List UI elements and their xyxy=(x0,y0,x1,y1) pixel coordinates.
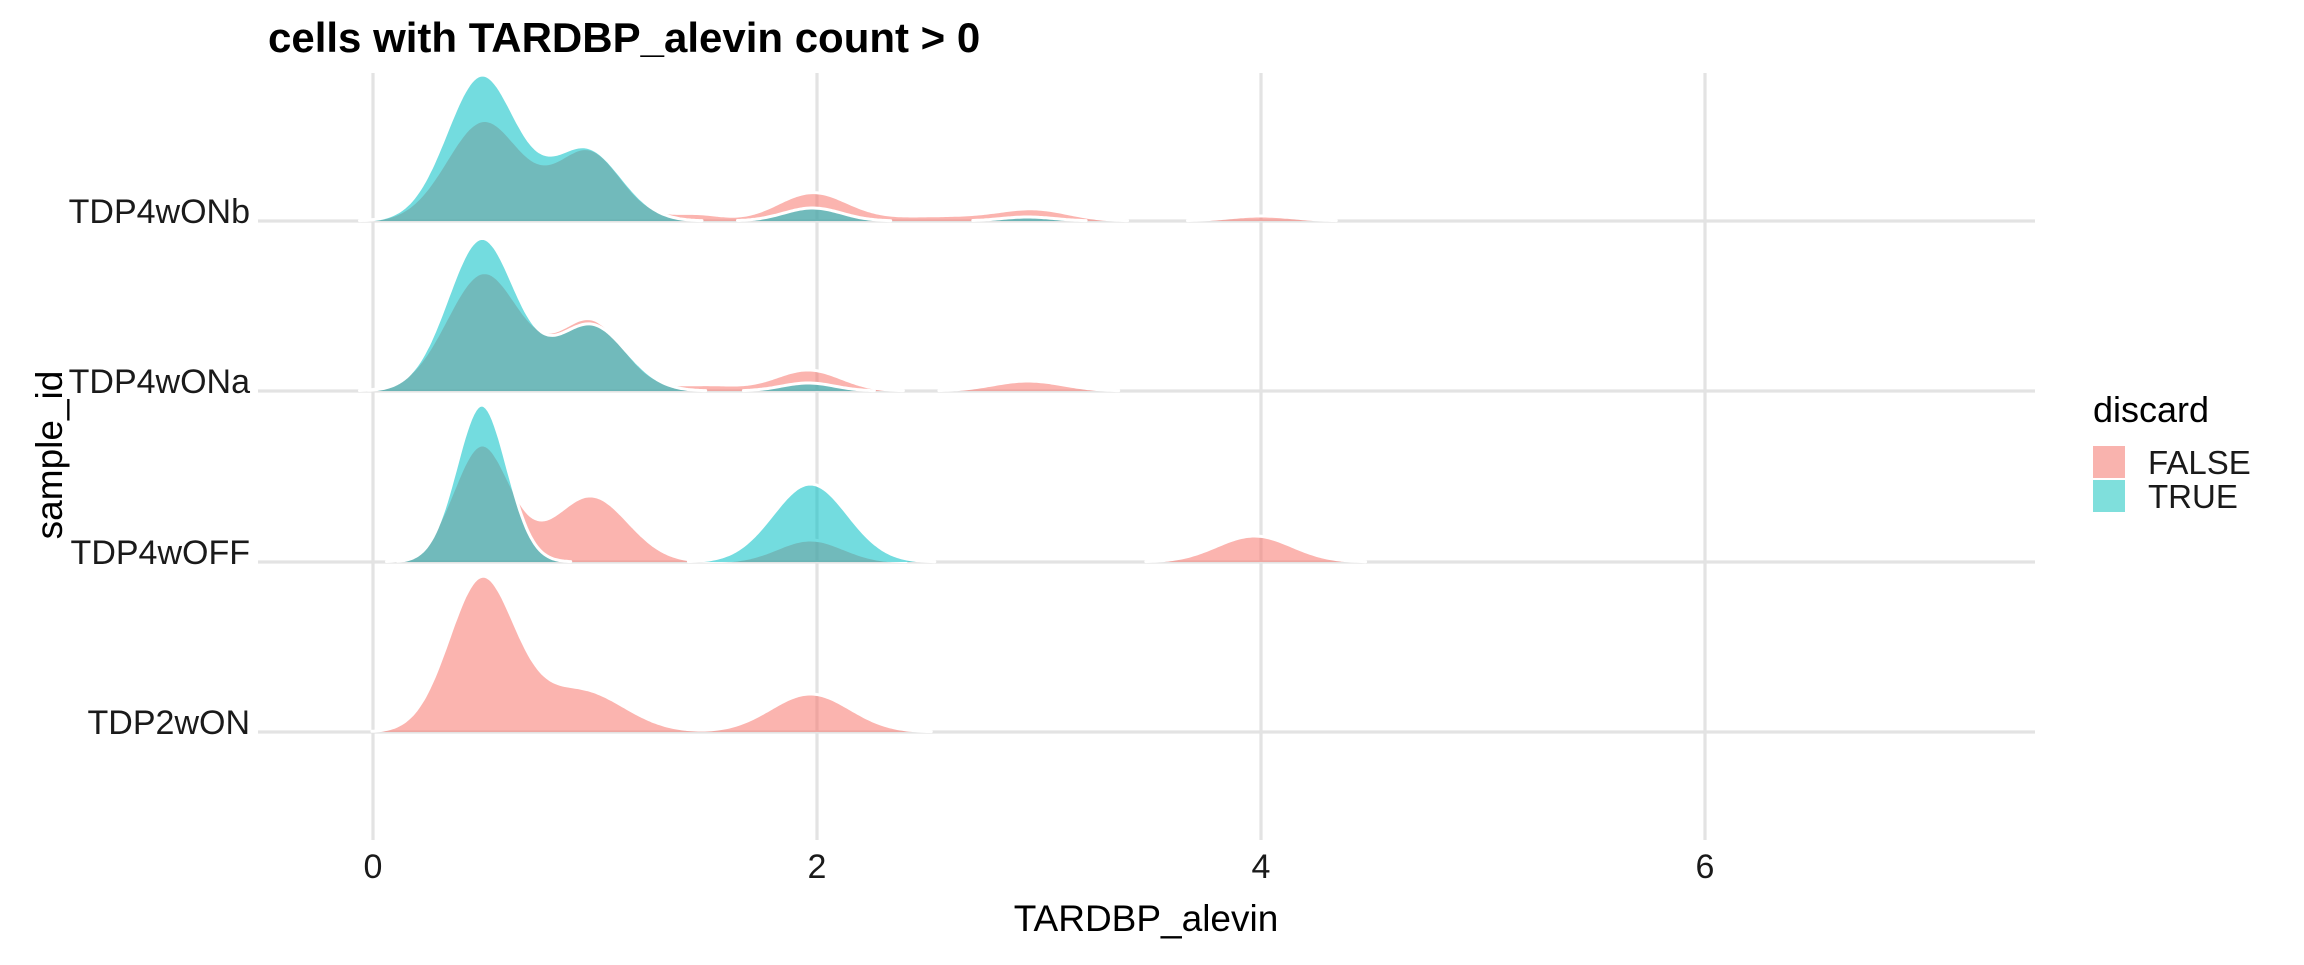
density-outline-TDP4wONa-FALSE xyxy=(937,379,1121,393)
category-label-tdp4woff: TDP4wOFF xyxy=(71,534,250,572)
plot-title: cells with TARDBP_alevin count > 0 xyxy=(268,14,980,61)
density-fill-TDP2wON-FALSE xyxy=(371,576,932,732)
density-fill-TDP4wOFF-FALSE xyxy=(1145,536,1366,562)
y-axis-title: sample_id xyxy=(29,371,70,540)
density-outline-TDP4wONb-TRUE xyxy=(736,206,893,223)
density-outline-TDP4wONa-TRUE xyxy=(741,381,876,393)
density-outline-TDP2wON-FALSE xyxy=(370,574,933,734)
legend-label-false: FALSE xyxy=(2148,444,2251,481)
density-fill-TDP4wONb-TRUE xyxy=(737,208,891,221)
density-ridges xyxy=(358,73,1368,734)
x-tick-label-4: 4 xyxy=(1252,848,1271,886)
legend-label-true: TRUE xyxy=(2148,478,2238,515)
x-tick-label-6: 6 xyxy=(1696,848,1715,886)
legend-title: discard xyxy=(2093,389,2209,430)
density-outline-TDP4wONa-TRUE xyxy=(366,236,708,393)
density-outline-TDP4wONb-FALSE xyxy=(1186,214,1338,223)
density-outline-TDP4wONb-TRUE xyxy=(363,73,704,223)
category-label-tdp4wonb: TDP4wONb xyxy=(69,193,250,231)
legend-swatch-false xyxy=(2093,446,2125,478)
x-tick-label-0: 0 xyxy=(364,848,383,886)
x-tick-label-2: 2 xyxy=(808,848,827,886)
legend: discard FALSE TRUE xyxy=(2093,389,2251,515)
density-outline-TDP4wONb-TRUE xyxy=(971,215,1088,223)
density-fill-TDP4wONa-TRUE xyxy=(743,383,875,391)
density-outline-TDP4wOFF-TRUE xyxy=(686,482,937,564)
density-fill-TDP4wONa-FALSE xyxy=(938,381,1119,391)
x-axis-title: TARDBP_alevin xyxy=(1014,898,1279,939)
density-outline-TDP4wOFF-TRUE xyxy=(396,403,573,564)
category-label-tdp4wona: TDP4wONa xyxy=(69,363,250,401)
density-fill-TDP4wOFF-TRUE xyxy=(688,484,935,562)
density-fill-TDP4wONa-TRUE xyxy=(368,238,706,391)
density-outline-TDP4wOFF-FALSE xyxy=(1144,534,1368,564)
category-label-tdp2won: TDP2wON xyxy=(88,704,250,742)
legend-swatch-true xyxy=(2093,480,2125,512)
